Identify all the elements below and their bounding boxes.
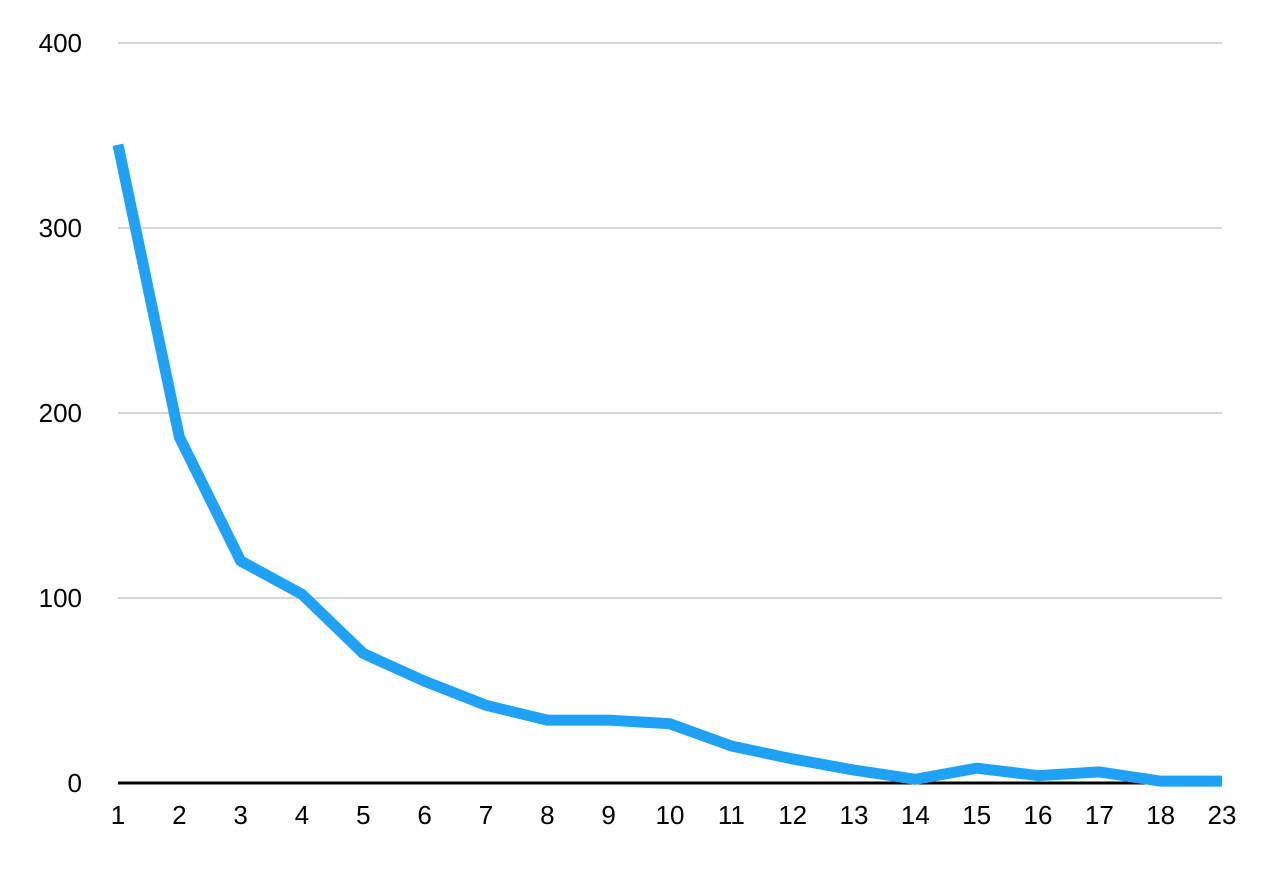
x-tick-label: 17	[1085, 800, 1114, 830]
y-tick-label: 0	[68, 768, 82, 798]
x-tick-label: 14	[901, 800, 930, 830]
x-tick-label: 11	[718, 800, 745, 830]
x-tick-label: 16	[1024, 800, 1053, 830]
x-tick-label: 12	[778, 800, 807, 830]
y-axis: 0 100 200 300 400	[39, 28, 82, 798]
x-tick-label: 6	[417, 800, 431, 830]
x-axis: 1 2 3 4 5 6 7 8 9 10 11 12 13 14 15 16 17 18 23	[111, 781, 1237, 830]
x-tick-label: 13	[840, 800, 869, 830]
x-tick-label: 18	[1146, 800, 1175, 830]
x-tick-label: 9	[601, 800, 615, 830]
y-tick-label: 100	[39, 583, 82, 613]
x-tick-label: 10	[656, 800, 685, 830]
x-tick-label: 5	[356, 800, 370, 830]
x-tick-label: 15	[962, 800, 991, 830]
y-tick-label: 400	[39, 28, 82, 58]
x-tick-label: 4	[295, 800, 309, 830]
grid	[118, 42, 1222, 599]
series	[112, 143, 1222, 787]
series-line	[112, 143, 1222, 787]
x-tick-label: 3	[233, 800, 247, 830]
x-tick-label: 1	[111, 800, 125, 830]
x-tick-label: 23	[1208, 800, 1237, 830]
x-tick-label: 2	[172, 800, 186, 830]
y-tick-label: 300	[39, 213, 82, 243]
x-tick-label: 8	[540, 800, 554, 830]
x-tick-label: 7	[479, 800, 493, 830]
y-tick-label: 200	[39, 398, 82, 428]
